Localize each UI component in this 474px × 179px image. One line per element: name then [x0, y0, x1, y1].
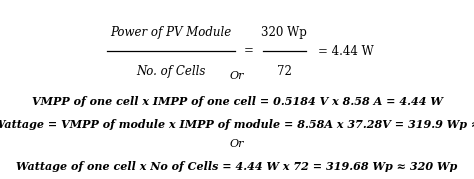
Text: 320 Wp: 320 Wp	[262, 26, 307, 39]
Text: No. of Cells: No. of Cells	[136, 65, 205, 78]
Text: Power of PV Module: Power of PV Module	[110, 26, 231, 39]
Text: Or: Or	[230, 139, 244, 149]
Text: Module Wattage = VMPP of module x IMPP of module = 8.58A x 37.28V = 319.9 Wp ≈ 3: Module Wattage = VMPP of module x IMPP o…	[0, 119, 474, 130]
Text: =: =	[244, 45, 254, 57]
Text: VMPP of one cell x IMPP of one cell = 0.5184 V x 8.58 A = 4.44 W: VMPP of one cell x IMPP of one cell = 0.…	[32, 96, 442, 107]
Text: Or: Or	[230, 71, 244, 81]
Text: 72: 72	[277, 65, 292, 78]
Text: = 4.44 W: = 4.44 W	[318, 45, 374, 57]
Text: Wattage of one cell x No of Cells = 4.44 W x 72 = 319.68 Wp ≈ 320 Wp: Wattage of one cell x No of Cells = 4.44…	[17, 161, 457, 172]
